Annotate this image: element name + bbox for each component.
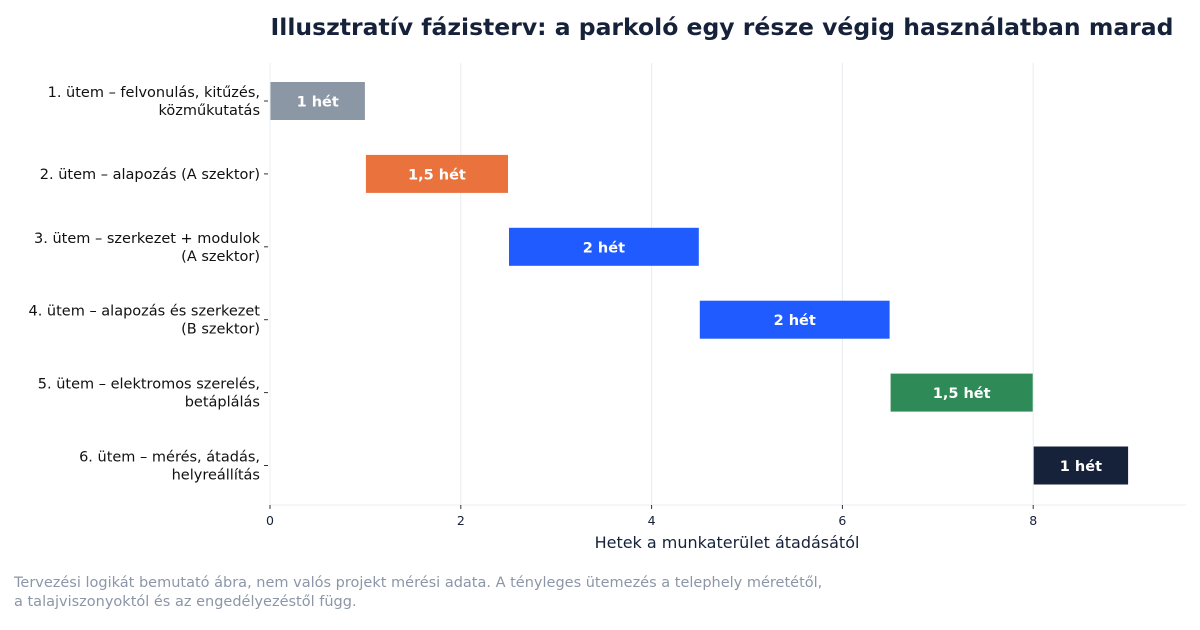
gantt-bar — [1033, 446, 1129, 485]
bar-value-label: 1,5 hét — [933, 386, 991, 402]
bars: 1 hét 1,5 hét 2 hét 2 hét 1,5 hét 1 hét — [270, 82, 1129, 485]
footnote-line-2: a talajviszonyoktól és az engedélyezéstő… — [14, 594, 357, 610]
footnote: Tervezési logikát bemutató ábra, nem val… — [14, 574, 874, 612]
gantt-bar — [365, 154, 508, 193]
category-label: 2. ütem – alapozás (A szektor) — [40, 167, 260, 183]
category-labels: 1. ütem – felvonulás, kitűzés, közműkutat… — [28, 85, 268, 484]
category-label: 3. ütem – szerkezet + modulok — [34, 231, 261, 247]
bar-value-label: 2 hét — [583, 240, 625, 256]
category-label: (B szektor) — [181, 322, 260, 338]
gantt-bar — [699, 300, 890, 339]
gantt-bar — [270, 82, 365, 120]
gantt-bar — [509, 227, 699, 266]
bar-value-label: 1,5 hét — [408, 167, 466, 183]
x-tick-label: 4 — [648, 513, 656, 528]
chart-title: Illusztratív fázisterv: a parkoló egy ré… — [271, 13, 1174, 41]
x-ticks: 0 2 4 6 8 — [266, 505, 1037, 528]
bar-value-label: 1 hét — [297, 95, 339, 111]
category-label: közműkutatás — [158, 103, 260, 119]
category-label: 5. ütem – elektromos szerelés, — [38, 377, 260, 393]
category-label: betáplálás — [185, 395, 260, 411]
grid-lines — [460, 63, 1034, 505]
category-label: 6. ütem – mérés, átadás, — [79, 450, 260, 466]
gantt-bar — [890, 373, 1033, 412]
bar-value-label: 2 hét — [774, 313, 816, 329]
x-tick-label: 6 — [838, 513, 846, 528]
category-label: 4. ütem – alapozás és szerkezet — [28, 304, 260, 320]
x-tick-label: 8 — [1029, 513, 1037, 528]
footnote-line-1: Tervezési logikát bemutató ábra, nem val… — [14, 575, 823, 591]
category-label: (A szektor) — [181, 249, 260, 265]
category-label: 1. ütem – felvonulás, kitűzés, — [48, 85, 260, 101]
bar-value-label: 1 hét — [1060, 459, 1102, 475]
x-tick-label: 0 — [266, 513, 274, 528]
x-tick-label: 2 — [457, 513, 465, 528]
x-axis-label: Hetek a munkaterület átadásától — [595, 533, 860, 552]
category-label: helyreállítás — [172, 468, 260, 484]
